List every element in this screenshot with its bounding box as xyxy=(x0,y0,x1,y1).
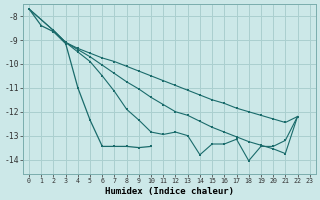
X-axis label: Humidex (Indice chaleur): Humidex (Indice chaleur) xyxy=(105,187,234,196)
